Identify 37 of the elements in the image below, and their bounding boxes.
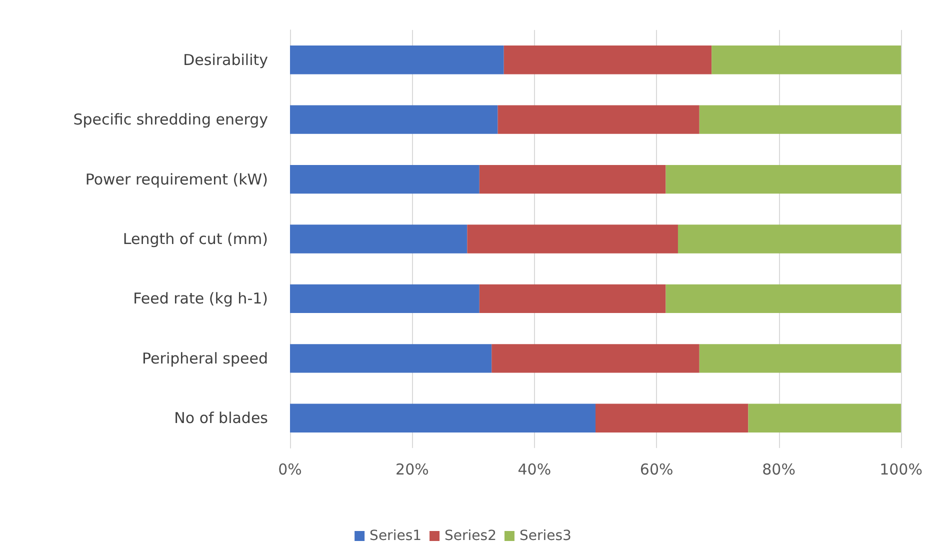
bar — [290, 46, 504, 74]
x-tick-label: 40% — [518, 460, 552, 478]
bar — [666, 284, 901, 314]
bar — [467, 224, 678, 254]
x-tick-label: 0% — [278, 460, 302, 478]
bar — [479, 284, 666, 314]
bar — [678, 224, 901, 254]
y-tick-label: Feed rate (kg h-1) — [133, 290, 268, 308]
bar — [699, 105, 901, 134]
bar — [748, 404, 901, 432]
x-tick-label: 80% — [762, 460, 796, 478]
y-tick-label: No of blades — [174, 409, 268, 428]
y-tick-label: Desirability — [183, 50, 268, 69]
legend-label: Series3 — [519, 528, 572, 544]
y-tick-label: Peripheral speed — [142, 349, 268, 368]
y-tick-label: Power requirement (kW) — [85, 170, 268, 188]
bar — [699, 344, 901, 373]
bar — [666, 164, 901, 194]
bar — [290, 105, 498, 134]
x-tick-label: 20% — [396, 460, 429, 478]
bar — [290, 284, 480, 314]
legend-label: Series1 — [370, 528, 422, 544]
legend-label: Series2 — [444, 528, 496, 544]
y-tick-label: Specific shredding energy — [73, 110, 268, 129]
bar — [498, 105, 700, 134]
x-tick-label: 60% — [640, 460, 674, 478]
bar — [479, 164, 666, 194]
x-tick-label: 100% — [880, 460, 922, 478]
bar — [290, 344, 492, 373]
bar — [492, 344, 700, 373]
bar — [712, 46, 901, 74]
bar — [290, 224, 468, 254]
bar — [596, 404, 748, 432]
bar — [504, 46, 712, 74]
bar — [290, 404, 596, 432]
y-tick-label: Length of cut (mm) — [122, 230, 268, 248]
bar — [290, 164, 480, 194]
